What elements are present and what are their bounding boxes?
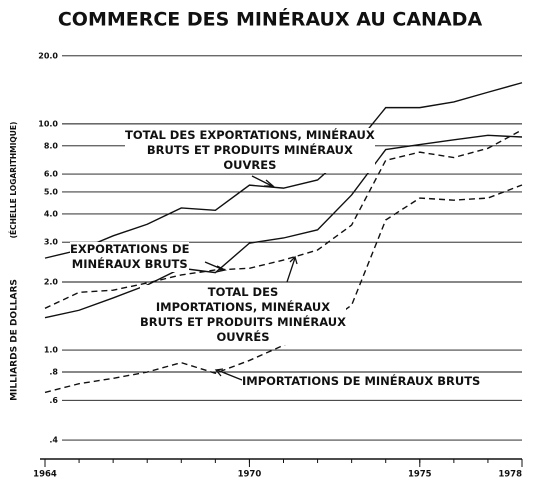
y-tick-label: 20.0 <box>38 51 58 60</box>
y-axis-note: (ÉCHELLE LOGARITHMIQUE) <box>9 122 18 239</box>
series-label: IMPORTATIONS DE MINÉRAUX BRUTS <box>242 374 481 389</box>
y-tick-label: .6 <box>49 396 58 405</box>
y-tick-label: 3.0 <box>44 238 59 247</box>
series-line <box>44 134 523 319</box>
series-line <box>44 184 523 394</box>
y-tick-label: 1.0 <box>44 346 59 355</box>
y-tick-label: 8.0 <box>44 141 59 150</box>
x-tick-label: 1964 <box>33 470 57 480</box>
y-axis-label: MILLIARDS DE DOLLARS <box>10 279 20 401</box>
series-label: TOTAL DES IMPORTATIONS, MINÉRAUX BRUTS E… <box>140 285 346 345</box>
x-tick-label: 1970 <box>238 470 262 480</box>
series-label: TOTAL DES EXPORTATIONS, MINÉRAUX BRUTS E… <box>125 128 375 173</box>
y-tick-label: .4 <box>49 436 58 445</box>
arrows <box>204 175 298 381</box>
x-tick-label: 1975 <box>408 470 432 480</box>
x-tick-label: 1978 <box>498 470 522 480</box>
y-tick-label: 4.0 <box>44 209 59 218</box>
chart-title: COMMERCE DES MINÉRAUX AU CANADA <box>58 8 483 31</box>
series-line <box>44 129 523 309</box>
y-tick-label: 5.0 <box>44 187 59 196</box>
series-line <box>44 82 523 259</box>
y-tick-label: .8 <box>49 368 58 377</box>
series-label: EXPORTATIONS DE MINÉRAUX BRUTS <box>70 242 190 272</box>
y-tick-label: 6.0 <box>44 170 59 179</box>
y-tick-label: 10.0 <box>38 119 58 128</box>
y-tick-label: 2.0 <box>44 277 59 286</box>
